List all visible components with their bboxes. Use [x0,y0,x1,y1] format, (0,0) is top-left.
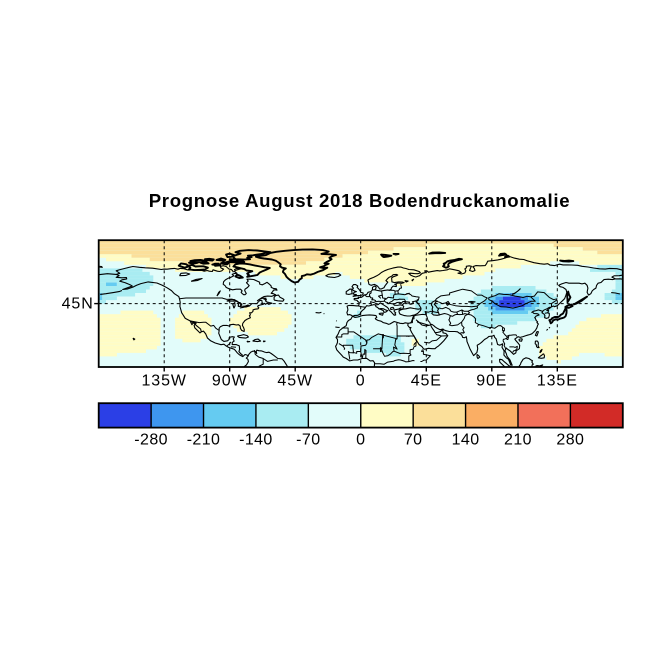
svg-text:70: 70 [404,431,423,448]
svg-text:140: 140 [452,431,480,448]
svg-text:-210: -210 [187,431,221,448]
svg-text:45W: 45W [277,373,313,390]
svg-text:-70: -70 [296,431,320,448]
svg-text:135W: 135W [141,373,186,390]
svg-text:135E: 135E [537,373,578,390]
svg-text:0: 0 [356,431,365,448]
svg-text:Prognose August 2018 Bodendruc: Prognose August 2018 Bodendruckanomalie [149,190,571,211]
svg-text:280: 280 [556,431,584,448]
svg-text:-140: -140 [239,431,273,448]
svg-text:90E: 90E [476,373,507,390]
svg-text:90W: 90W [212,373,248,390]
svg-text:210: 210 [504,431,532,448]
svg-text:0: 0 [356,373,366,390]
svg-text:45E: 45E [411,373,442,390]
svg-text:45N: 45N [62,295,94,312]
svg-text:-280: -280 [134,431,168,448]
